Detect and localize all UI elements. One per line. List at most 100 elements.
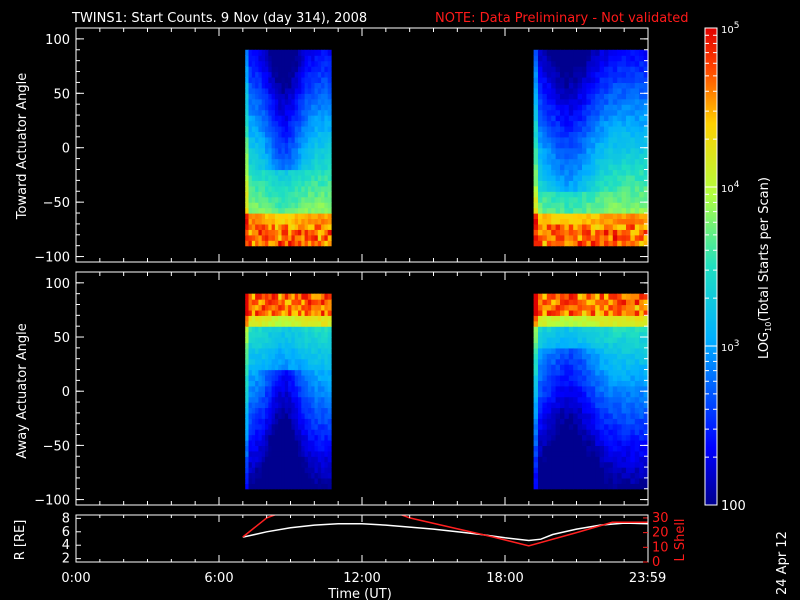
heat-cell — [612, 461, 618, 468]
heat-cell — [324, 147, 329, 154]
heat-cell — [595, 207, 601, 214]
heat-cell — [324, 304, 329, 311]
heat-cell — [599, 213, 605, 220]
heat-cell — [284, 445, 289, 452]
heat-cell — [304, 218, 309, 225]
heat-cell — [284, 385, 289, 392]
heat-cell — [639, 293, 645, 300]
heat-cell — [298, 174, 302, 181]
heat-cell — [294, 380, 299, 387]
heat-cell — [533, 207, 539, 214]
heat-cell — [555, 293, 561, 300]
heat-cell — [617, 337, 623, 344]
heat-cell — [271, 98, 276, 105]
heat-cell — [291, 304, 296, 311]
heat-cell — [568, 353, 574, 360]
heat-cell — [617, 396, 623, 403]
heat-cell — [265, 104, 269, 111]
heat-cell — [564, 55, 570, 62]
y-tick-label: 0 — [62, 142, 70, 157]
heat-cell — [555, 82, 561, 89]
heat-cell — [268, 331, 273, 338]
heat-cell — [268, 450, 273, 457]
heat-cell — [630, 223, 636, 230]
heat-cell — [555, 315, 561, 322]
heat-cell — [324, 136, 329, 143]
heat-cell — [568, 223, 574, 230]
heat-cell — [307, 60, 312, 67]
heat-cell — [307, 136, 312, 143]
heat-cell — [582, 326, 587, 333]
heat-cell — [317, 87, 322, 94]
heat-cell — [251, 396, 256, 403]
heat-cell — [634, 391, 640, 398]
heat-cell — [317, 429, 322, 436]
heat-cell — [551, 304, 557, 311]
heat-cell — [626, 467, 631, 474]
heat-cell — [634, 131, 640, 138]
heat-cell — [314, 483, 319, 490]
heat-cell — [599, 461, 605, 468]
heat-cell — [617, 71, 623, 78]
heat-cell — [639, 483, 645, 490]
heat-cell — [643, 147, 649, 154]
heat-cell — [311, 202, 316, 209]
heat-cell — [542, 115, 548, 122]
heat-cell — [546, 369, 552, 376]
heat-cell — [564, 169, 570, 176]
heat-cell — [294, 299, 299, 306]
heat-cell — [573, 120, 579, 127]
heat-cell — [621, 342, 627, 349]
heat-cell — [281, 229, 286, 236]
heat-cell — [643, 374, 649, 381]
heat-cell — [577, 412, 583, 419]
heat-cell — [317, 71, 322, 78]
heat-cell — [258, 299, 263, 306]
heat-cell — [546, 158, 552, 165]
heat-cell — [546, 104, 552, 111]
heat-cell — [626, 374, 631, 381]
heat-cell — [288, 136, 293, 143]
heat-cell — [317, 364, 322, 371]
heat-cell — [278, 353, 283, 360]
heat-cell — [255, 423, 260, 430]
heat-cell — [546, 169, 552, 176]
heat-cell — [621, 309, 627, 316]
heat-cell — [281, 369, 286, 376]
heat-cell — [639, 402, 645, 409]
heat-cell — [564, 434, 570, 441]
heat-cell — [271, 445, 276, 452]
heat-cell — [307, 477, 312, 484]
heat-cell — [258, 364, 263, 371]
heat-cell — [639, 407, 645, 414]
heat-cell — [586, 120, 592, 127]
heat-cell — [321, 402, 326, 409]
heat-cell — [278, 71, 283, 78]
heat-cell — [617, 104, 623, 111]
heat-cell — [560, 82, 565, 89]
heat-cell — [311, 364, 316, 371]
heat-cell — [321, 169, 326, 176]
heat-cell — [626, 115, 631, 122]
heat-cell — [251, 115, 256, 122]
heat-cell — [626, 331, 631, 338]
heat-cell — [621, 153, 627, 160]
heat-cell — [298, 299, 302, 306]
heat-cell — [577, 380, 583, 387]
heat-cell — [324, 477, 329, 484]
heat-cell — [555, 76, 561, 84]
heat-cell — [573, 374, 579, 381]
heat-cell — [301, 202, 306, 209]
heat-cell — [274, 207, 279, 214]
heat-cell — [577, 315, 583, 322]
heat-cell — [311, 240, 316, 247]
heat-cell — [255, 153, 260, 160]
heat-cell — [542, 358, 548, 365]
heat-cell — [590, 342, 596, 349]
heat-cell — [599, 82, 605, 89]
heat-cell — [533, 98, 539, 105]
heat-cell — [643, 218, 649, 225]
heat-cell — [265, 380, 269, 387]
heat-cell — [314, 147, 319, 154]
heat-cell — [314, 164, 319, 171]
